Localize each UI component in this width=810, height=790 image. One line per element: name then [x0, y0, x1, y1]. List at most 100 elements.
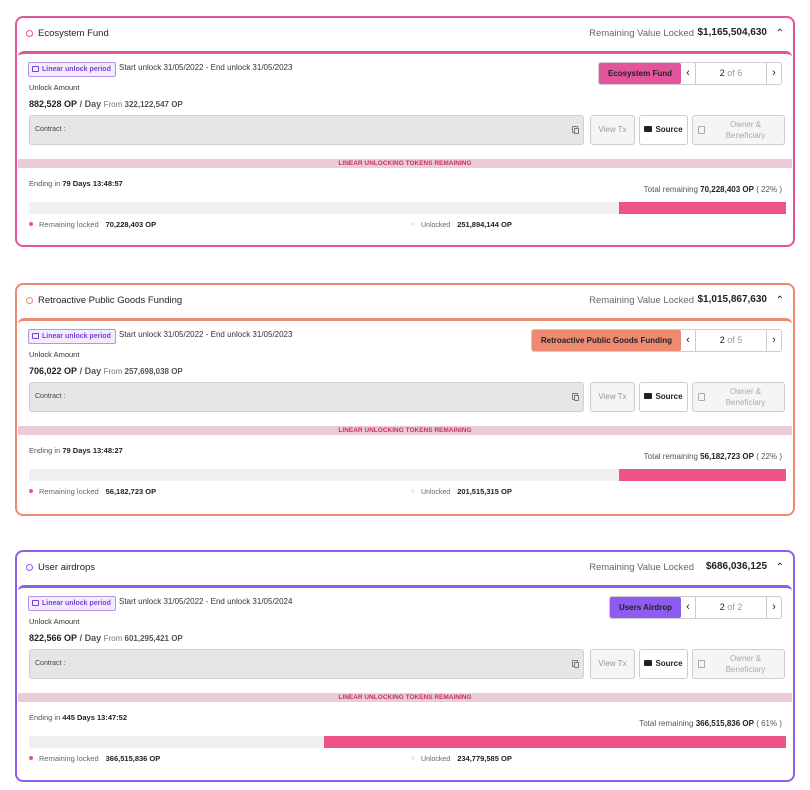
contact-card-icon	[698, 393, 705, 401]
unlocked-value: 201,515,315 OP	[457, 487, 512, 496]
unlock-period-text: Start unlock 31/05/2022 - End unlock 31/…	[119, 63, 293, 72]
remaining-locked-value: 56,182,723 OP	[105, 487, 157, 496]
remaining-value-locked-label: Remaining Value Locked	[589, 562, 694, 573]
status-dot	[26, 297, 33, 304]
copy-icon[interactable]	[572, 393, 579, 401]
linear-unlocking-band: LINEAR UNLOCKING TOKENS REMAINING	[18, 426, 792, 435]
unlocked-legend: Unlocked 234,779,585 OP	[411, 754, 512, 763]
progress-fill	[619, 202, 786, 214]
unlocked-label: Unlocked	[421, 489, 451, 496]
chevron-up-icon[interactable]: ⌃	[775, 562, 784, 573]
pager-count: 2 of 5	[696, 330, 766, 351]
fund-header[interactable]: User airdrops Remaining Value Locked $68…	[17, 552, 793, 585]
fund-header[interactable]: Ecosystem Fund Remaining Value Locked $1…	[17, 18, 793, 51]
view-tx-button[interactable]: View Tx	[590, 649, 635, 679]
unlocked-legend: Unlocked 251,894,144 OP	[411, 220, 512, 229]
source-button[interactable]: Source	[639, 382, 688, 412]
unlocked-value: 251,894,144 OP	[457, 220, 512, 229]
ending-value: 445 Days 13:47:52	[62, 713, 128, 722]
chevron-right-icon[interactable]: ›	[766, 330, 781, 351]
unlock-period-badge: Linear unlock period	[28, 596, 116, 611]
unlocked-value: 234,779,585 OP	[457, 754, 512, 763]
contract-field[interactable]: Contract :	[29, 115, 584, 145]
ending-value: 79 Days 13:48:27	[62, 446, 123, 455]
fund-card: Retroactive Public Goods Funding Remaini…	[15, 283, 795, 516]
ending-label: Ending in	[29, 713, 61, 722]
badge-label: Linear unlock period	[42, 600, 111, 607]
chevron-left-icon[interactable]: ‹	[681, 330, 696, 351]
contract-label: Contract :	[35, 126, 66, 133]
remaining-locked-label: Remaining locked	[39, 220, 99, 229]
pager-current: 2	[719, 602, 725, 612]
chevron-right-icon[interactable]: ›	[766, 597, 781, 618]
source-button[interactable]: Source	[639, 115, 688, 145]
daily-rate: 706,022 OP / Day From 257,698,038 OP	[29, 366, 183, 376]
linear-unlocking-band: LINEAR UNLOCKING TOKENS REMAINING	[18, 159, 792, 168]
owner-beneficiary-button[interactable]: Owner & Beneficiary	[692, 649, 785, 679]
chevron-up-icon[interactable]: ⌃	[775, 295, 784, 306]
total-percent: ( 22% )	[756, 452, 782, 461]
daily-rate-value: 882,528 OP	[29, 99, 78, 109]
remaining-locked-legend: Remaining locked 70,228,403 OP	[29, 220, 156, 229]
chevron-right-icon[interactable]: ›	[766, 63, 781, 84]
contract-label: Contract :	[35, 393, 66, 400]
ending-countdown: Ending in 79 Days 13:48:57	[29, 179, 123, 188]
folder-icon	[644, 393, 653, 399]
chevron-left-icon[interactable]: ‹	[681, 597, 696, 618]
pager-total: of 5	[727, 335, 743, 345]
fund-title: Ecosystem Fund	[38, 28, 109, 39]
pager-total: of 6	[727, 68, 743, 78]
remaining-locked-value: 366,515,836 OP	[105, 754, 161, 763]
legend-dot-unlocked	[411, 756, 415, 760]
contract-field[interactable]: Contract :	[29, 649, 584, 679]
legend-dot-remaining	[29, 222, 33, 226]
fund-card: User airdrops Remaining Value Locked $68…	[15, 550, 795, 782]
ending-label: Ending in	[29, 179, 61, 188]
owner-beneficiary-button[interactable]: Owner & Beneficiary	[692, 115, 785, 145]
total-value: 70,228,403 OP	[700, 185, 754, 194]
pager-count: 2 of 6	[696, 63, 766, 84]
unlocked-legend: Unlocked 201,515,315 OP	[411, 487, 512, 496]
copy-icon[interactable]	[572, 660, 579, 668]
remaining-value-locked-value: $686,036,125	[705, 561, 767, 572]
fund-body: Linear unlock period Start unlock 31/05/…	[18, 51, 792, 241]
view-tx-button[interactable]: View Tx	[590, 115, 635, 145]
contract-field[interactable]: Contract :	[29, 382, 584, 412]
legend-dot-unlocked	[411, 222, 415, 226]
total-label: Total remaining	[639, 719, 694, 728]
status-dot	[26, 564, 33, 571]
total-remaining: Total remaining 56,182,723 OP ( 22% )	[644, 452, 782, 461]
daily-rate-value: 822,566 OP	[29, 633, 78, 643]
progress-track	[29, 469, 786, 481]
per-day-label: / Day	[79, 366, 102, 376]
chevron-left-icon[interactable]: ‹	[681, 63, 696, 84]
remaining-locked-label: Remaining locked	[39, 754, 99, 763]
chevron-up-icon[interactable]: ⌃	[775, 28, 784, 39]
fund-pager: Retroactive Public Goods Funding ‹ 2 of …	[530, 329, 782, 352]
unlock-amount-label: Unlock Amount	[29, 83, 80, 92]
remaining-value-locked-value: $1,015,867,630	[697, 294, 767, 305]
owner-beneficiary-button[interactable]: Owner & Beneficiary	[692, 382, 785, 412]
from-label: From	[103, 100, 123, 109]
total-label: Total remaining	[643, 452, 698, 461]
remaining-locked-legend: Remaining locked 56,182,723 OP	[29, 487, 156, 496]
linear-unlocking-band: LINEAR UNLOCKING TOKENS REMAINING	[18, 693, 792, 702]
unlocked-label: Unlocked	[421, 222, 451, 229]
legend-dot-remaining	[29, 489, 33, 493]
remaining-value-locked-value: $1,165,504,630	[697, 27, 767, 38]
progress-track	[29, 202, 786, 214]
from-value: 601,295,421 OP	[124, 634, 183, 643]
copy-icon[interactable]	[572, 126, 579, 134]
fund-title: Retroactive Public Goods Funding	[38, 295, 183, 306]
contact-card-icon	[698, 660, 705, 668]
source-label: Source	[655, 125, 683, 134]
fund-header[interactable]: Retroactive Public Goods Funding Remaini…	[17, 285, 793, 318]
fund-pager: Users Airdrop ‹ 2 of 2 ›	[608, 596, 782, 619]
status-dot	[26, 30, 33, 37]
source-button[interactable]: Source	[639, 649, 688, 679]
unlock-period-text: Start unlock 31/05/2022 - End unlock 31/…	[119, 330, 293, 339]
fund-body: Linear unlock period Start unlock 31/05/…	[18, 318, 792, 508]
remaining-value-locked-label: Remaining Value Locked	[589, 28, 694, 39]
view-tx-button[interactable]: View Tx	[590, 382, 635, 412]
owner-label: Owner & Beneficiary	[725, 120, 766, 140]
